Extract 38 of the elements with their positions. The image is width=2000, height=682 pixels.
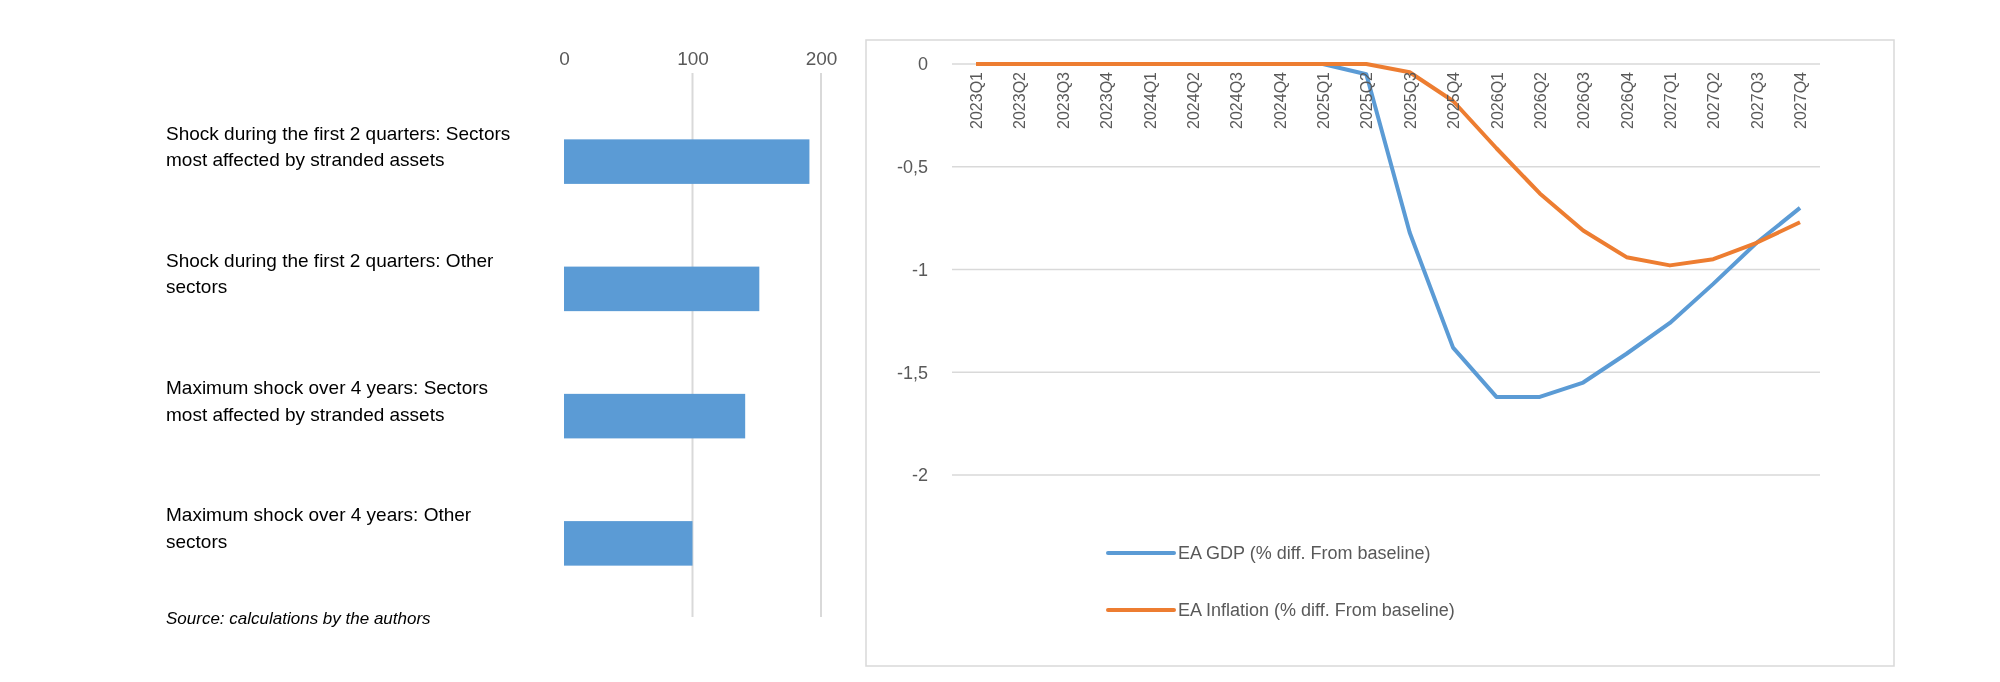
x-tick-label: 2025Q4	[1445, 71, 1463, 129]
x-tick-label: 200	[805, 48, 838, 69]
x-tick-label: 2025Q1	[1315, 71, 1333, 129]
x-tick-label: 2024Q3	[1228, 71, 1246, 129]
x-tick-label: 2026Q4	[1618, 71, 1636, 129]
x-tick-label: 2027Q4	[1792, 71, 1810, 129]
y-tick-label: -1,5	[896, 362, 928, 383]
y-tick-label: -1	[911, 259, 928, 280]
y-tick-label: -0,5	[896, 157, 928, 178]
x-tick-label: 2026Q2	[1531, 71, 1549, 129]
x-tick-label: 2024Q2	[1184, 71, 1202, 129]
y-tick-label: Shock during the first 2 quarters: Other sectors	[166, 249, 495, 298]
x-tick-label: 2023Q3	[1054, 71, 1072, 129]
bar	[564, 139, 810, 184]
bar	[564, 521, 693, 566]
source-note: Source: calculations by the authors	[166, 609, 432, 628]
x-tick-label: 2023Q2	[1011, 71, 1029, 129]
y-tick-label: Maximum shock over 4 years: Sectors most affected by stranded assets	[166, 377, 489, 425]
legend-label: EA Inflation (% diff. From baseline)	[1178, 600, 1455, 621]
y-tick-label: -2	[911, 465, 928, 486]
x-tick-label: 2026Q1	[1488, 71, 1506, 129]
x-tick-label: 2027Q2	[1705, 71, 1723, 129]
x-tick-label: 2023Q1	[968, 71, 986, 129]
x-tick-label: 100	[677, 48, 709, 69]
x-tick-label: 0	[559, 48, 570, 69]
x-tick-label: 2024Q1	[1141, 71, 1159, 129]
y-tick-label: Maximum shock over 4 years: Other sectors	[166, 504, 472, 552]
x-tick-label: 2027Q1	[1661, 71, 1679, 129]
x-tick-label: 2023Q4	[1098, 71, 1116, 129]
x-tick-label: 2025Q2	[1358, 71, 1376, 129]
x-tick-label: 2025Q3	[1401, 71, 1419, 129]
x-tick-label: 2026Q3	[1575, 71, 1593, 129]
bar	[564, 393, 746, 439]
x-tick-label: 2024Q4	[1271, 71, 1289, 129]
bar	[564, 266, 760, 312]
legend-label: EA GDP (% diff. From baseline)	[1178, 543, 1431, 564]
x-tick-label: 2027Q3	[1748, 71, 1766, 129]
y-tick-label: Shock during the first 2 quarters: Sectors most affected by stranded assets	[166, 122, 511, 171]
